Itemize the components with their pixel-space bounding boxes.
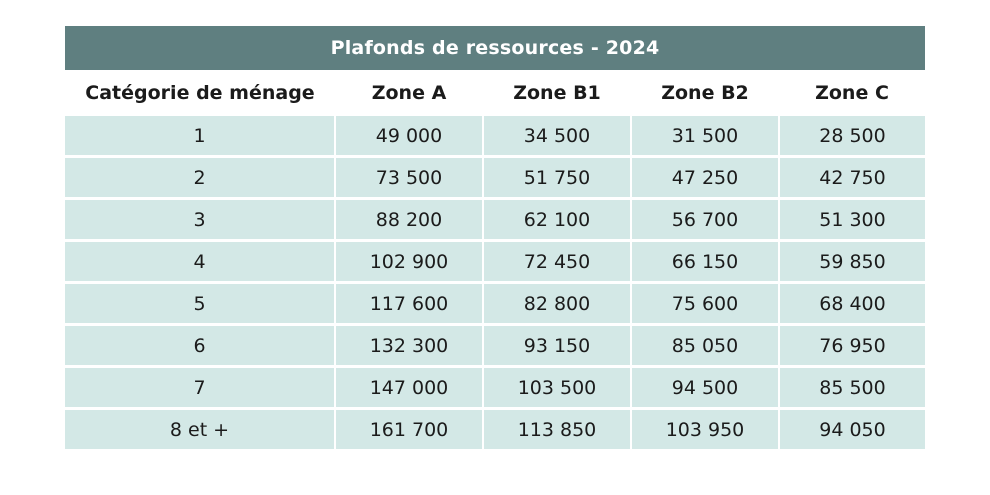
zone-b2-cell: 75 600: [631, 282, 780, 326]
header-row: Catégorie de ménage Zone A Zone B1 Zone …: [65, 70, 925, 116]
table-row: 5 117 600 82 800 75 600 68 400: [65, 282, 925, 326]
category-cell: 2: [65, 156, 336, 200]
table-row: 6 132 300 93 150 85 050 76 950: [65, 324, 925, 368]
column-header-category: Catégorie de ménage: [65, 70, 335, 116]
zone-a-cell: 49 000: [335, 116, 484, 158]
zone-b1-cell: 51 750: [483, 156, 632, 200]
zone-b2-cell: 103 950: [631, 408, 780, 449]
table-row: 2 73 500 51 750 47 250 42 750: [65, 156, 925, 200]
zone-b1-cell: 62 100: [483, 198, 632, 242]
table-row: 7 147 000 103 500 94 500 85 500: [65, 366, 925, 410]
zone-a-cell: 132 300: [335, 324, 484, 368]
zone-b1-cell: 113 850: [483, 408, 632, 449]
zone-a-cell: 147 000: [335, 366, 484, 410]
table-row: 4 102 900 72 450 66 150 59 850: [65, 240, 925, 284]
category-cell: 5: [65, 282, 336, 326]
zone-a-cell: 161 700: [335, 408, 484, 449]
column-header-zone-c: Zone C: [779, 70, 925, 116]
category-cell: 7: [65, 366, 336, 410]
zone-c-cell: 59 850: [779, 240, 925, 284]
zone-a-cell: 102 900: [335, 240, 484, 284]
zone-b1-cell: 103 500: [483, 366, 632, 410]
zone-b1-cell: 82 800: [483, 282, 632, 326]
zone-c-cell: 42 750: [779, 156, 925, 200]
zone-b2-cell: 66 150: [631, 240, 780, 284]
zone-c-cell: 68 400: [779, 282, 925, 326]
zone-c-cell: 85 500: [779, 366, 925, 410]
table-title: Plafonds de ressources - 2024: [65, 26, 925, 70]
zone-b1-cell: 34 500: [483, 116, 632, 158]
zone-c-cell: 94 050: [779, 408, 925, 449]
zone-b2-cell: 56 700: [631, 198, 780, 242]
category-cell: 1: [65, 116, 336, 158]
zone-b1-cell: 93 150: [483, 324, 632, 368]
zone-a-cell: 117 600: [335, 282, 484, 326]
zone-b2-cell: 94 500: [631, 366, 780, 410]
table-row: 1 49 000 34 500 31 500 28 500: [65, 116, 925, 158]
category-cell: 8 et +: [65, 408, 336, 449]
zone-b2-cell: 85 050: [631, 324, 780, 368]
category-cell: 6: [65, 324, 336, 368]
zone-a-cell: 88 200: [335, 198, 484, 242]
column-header-zone-b2: Zone B2: [631, 70, 779, 116]
zone-a-cell: 73 500: [335, 156, 484, 200]
data-table: Catégorie de ménage Zone A Zone B1 Zone …: [65, 70, 925, 449]
zone-b2-cell: 47 250: [631, 156, 780, 200]
category-cell: 4: [65, 240, 336, 284]
category-cell: 3: [65, 198, 336, 242]
table-row: 3 88 200 62 100 56 700 51 300: [65, 198, 925, 242]
zone-c-cell: 28 500: [779, 116, 925, 158]
zone-c-cell: 51 300: [779, 198, 925, 242]
zone-b1-cell: 72 450: [483, 240, 632, 284]
column-header-zone-a: Zone A: [335, 70, 483, 116]
column-header-zone-b1: Zone B1: [483, 70, 631, 116]
zone-c-cell: 76 950: [779, 324, 925, 368]
table-row: 8 et + 161 700 113 850 103 950 94 050: [65, 408, 925, 449]
resource-ceilings-table: Plafonds de ressources - 2024 Catégorie …: [65, 26, 925, 449]
zone-b2-cell: 31 500: [631, 116, 780, 158]
